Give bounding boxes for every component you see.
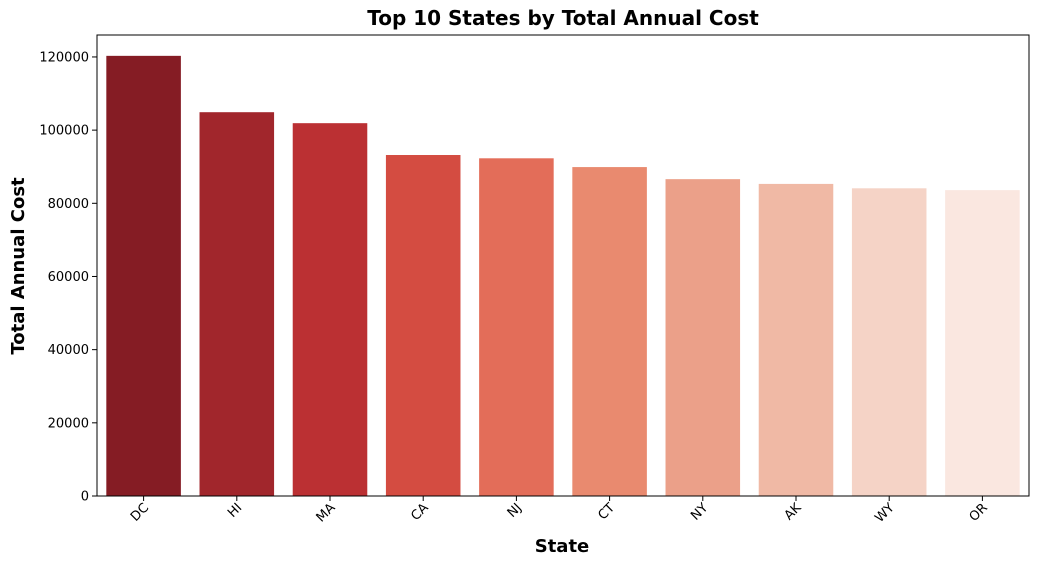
x-tick-label-ny: NY	[688, 501, 711, 524]
y-tick-label-60000: 60000	[48, 270, 89, 285]
y-axis-title: Total Annual Cost	[8, 177, 29, 355]
x-tick-label-ak: AK	[782, 500, 805, 523]
y-tick-label-20000: 20000	[48, 416, 89, 431]
y-tick-label-80000: 80000	[48, 197, 89, 212]
x-axis-title: State	[535, 536, 590, 557]
plot-frame	[96, 34, 1030, 497]
y-tick-label-0: 0	[81, 490, 89, 505]
x-tick-label-ma: MA	[314, 500, 339, 525]
x-tick-label-wy: WY	[872, 501, 897, 526]
bar-ca	[385, 155, 461, 496]
y-axis: 0 20000 40000 60000 80000 100000 120000	[39, 50, 97, 505]
x-tick-label-dc: DC	[128, 501, 152, 525]
y-tick-label-120000: 120000	[39, 50, 89, 65]
bar-wy	[851, 188, 927, 497]
x-axis: DC HI MA CA NJ CT NY AK WY OR	[128, 496, 991, 526]
y-tick-label-40000: 40000	[48, 343, 89, 358]
bar-ma	[292, 123, 368, 497]
bar-ny	[665, 179, 741, 496]
x-tick-label-nj: NJ	[505, 501, 525, 521]
bar-ct	[572, 167, 647, 496]
bar-hi	[199, 112, 275, 496]
bars-group	[106, 55, 1020, 497]
bar-dc	[106, 55, 181, 496]
bar-or	[945, 190, 1020, 496]
y-tick-label-100000: 100000	[39, 124, 89, 139]
x-tick-label-ct: CT	[595, 501, 618, 524]
chart-title: Top 10 States by Total Annual Cost	[367, 6, 759, 30]
bar-ak	[758, 183, 834, 496]
x-tick-label-ca: CA	[408, 500, 431, 523]
x-tick-label-hi: HI	[225, 501, 245, 521]
bar-nj	[479, 158, 554, 497]
x-tick-label-or: OR	[967, 501, 991, 525]
